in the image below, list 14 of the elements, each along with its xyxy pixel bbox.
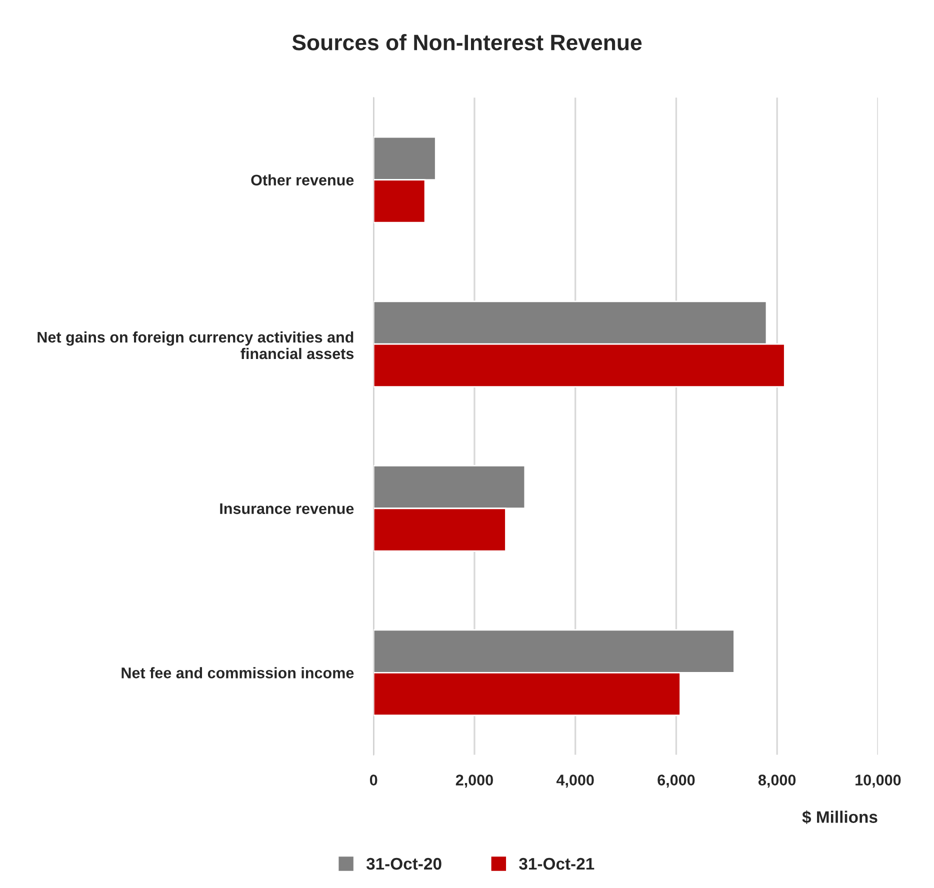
y-tick-label: Insurance revenue: [220, 503, 354, 514]
x-tick-label: 2,000: [456, 774, 493, 788]
legend-label: 31-Oct-20: [366, 858, 442, 870]
legend-label: 31-Oct-21: [519, 858, 594, 870]
x-tick-label: 0: [370, 774, 378, 786]
x-tick-label: 10,000: [856, 774, 901, 788]
x-axis-title: $ Millions: [802, 810, 878, 824]
x-tick-label: 8,000: [758, 774, 796, 788]
y-tick-label: Net fee and commission income: [122, 667, 354, 678]
y-tick-label: Net gains on foreign currency activities and financial assets: [38, 331, 354, 360]
chart-title: Sources of Non-Interest Revenue: [292, 34, 642, 50]
x-tick-label: 6,000: [658, 774, 695, 788]
y-tick-label: Other revenue: [251, 174, 354, 186]
x-tick-label: 4,000: [556, 774, 594, 788]
